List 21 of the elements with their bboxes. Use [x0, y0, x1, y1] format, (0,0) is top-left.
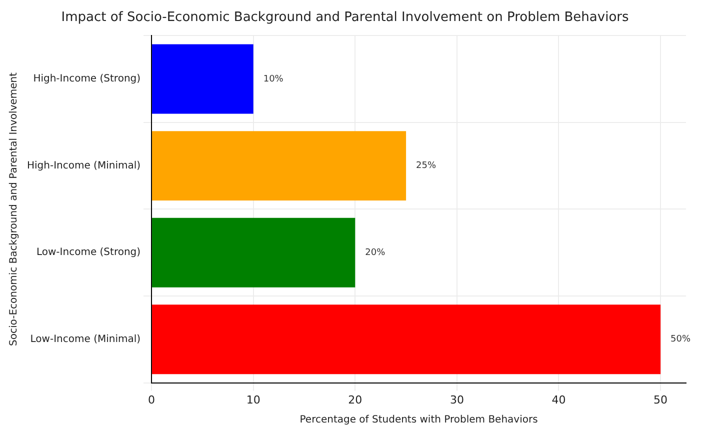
bar [152, 44, 254, 114]
chart-title: Impact of Socio-Economic Background and Parental Involvement on Problem Behaviors [61, 10, 629, 26]
x-tick-label: 10 [246, 393, 260, 406]
bar [152, 218, 356, 288]
x-tick-label: 0 [148, 393, 156, 406]
y-tick-label: Low-Income (Strong) [36, 247, 141, 258]
data-label: 50% [670, 334, 691, 345]
x-axis-title: Percentage of Students with Problem Behaviors [300, 414, 538, 426]
y-tick-label: Low-Income (Minimal) [30, 334, 141, 345]
y-tick-label: High-Income (Minimal) [26, 160, 141, 172]
x-tick-label: 20 [348, 393, 362, 406]
bar [152, 131, 406, 201]
data-label: 25% [416, 161, 436, 172]
x-tick-label: 30 [450, 393, 464, 406]
bar [152, 304, 661, 374]
x-tick-label: 50 [654, 393, 668, 406]
data-label: 20% [365, 248, 386, 258]
y-axis-title: Socio-Economic Background and Parental Involvement [8, 72, 20, 346]
y-tick-label: High-Income (Strong) [33, 74, 141, 85]
x-tick-label: 40 [552, 393, 566, 406]
data-label: 10% [263, 74, 284, 84]
